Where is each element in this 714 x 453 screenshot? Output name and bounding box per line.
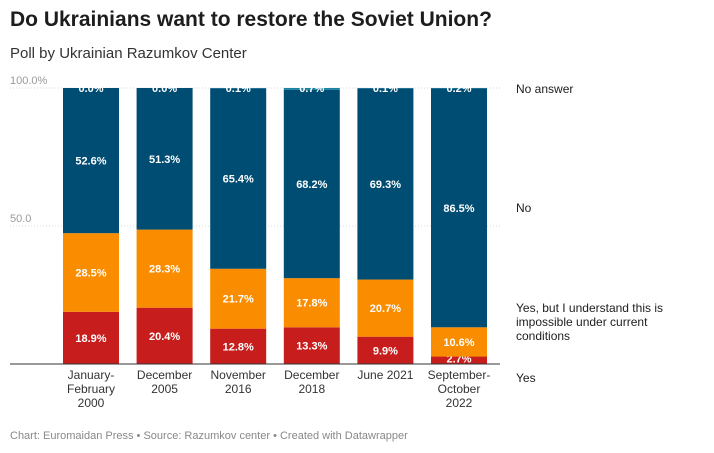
legend-label: No: [516, 201, 532, 215]
data-label: 0.7%: [299, 83, 324, 95]
x-tick-label: 2018: [298, 382, 325, 396]
data-label: 20.4%: [149, 331, 180, 343]
data-label: 0.1%: [373, 83, 398, 95]
x-tick-label: January-: [68, 368, 115, 382]
chart-subtitle: Poll by Ukrainian Razumkov Center: [10, 45, 247, 62]
x-tick-label: November: [211, 368, 266, 382]
bar-segment: [63, 233, 119, 312]
x-tick-label: June 2021: [357, 368, 413, 382]
bar-segment: [431, 88, 487, 328]
data-label: 51.3%: [149, 154, 180, 166]
data-label: 13.3%: [296, 341, 327, 353]
x-tick-label: October: [438, 382, 481, 396]
bar-segment: [431, 356, 487, 364]
data-label: 69.3%: [370, 179, 401, 191]
data-label: 0.0%: [78, 83, 103, 95]
bar-segment: [63, 311, 119, 364]
bar-segment: [283, 327, 340, 364]
x-tick-label: 2016: [225, 382, 252, 396]
data-label: 0.0%: [152, 83, 177, 95]
data-label: 12.8%: [223, 341, 254, 353]
chart-title: Do Ukrainians want to restore the Soviet…: [10, 8, 492, 31]
legend-label: Yes, but I understand this is: [516, 301, 663, 315]
data-label: 28.5%: [75, 268, 106, 280]
data-label: 20.7%: [370, 303, 401, 315]
data-label: 65.4%: [223, 174, 254, 186]
bar-segment: [283, 278, 340, 328]
bar-segment: [283, 88, 340, 90]
data-label: 10.6%: [443, 337, 474, 349]
bar-segment: [63, 88, 119, 234]
y-tick-label: 100.0%: [10, 75, 48, 87]
x-tick-label: 2000: [78, 396, 105, 410]
bar-segment: [210, 328, 267, 364]
data-label: 21.7%: [223, 294, 254, 306]
bar-segment: [431, 88, 487, 89]
bar-segment: [136, 88, 193, 230]
bar-segment: [431, 327, 487, 357]
bar-segment: [357, 88, 414, 280]
bar-segment: [210, 268, 267, 329]
legend-label: No answer: [516, 82, 573, 96]
bar-segment: [357, 336, 414, 364]
legend-label: conditions: [516, 329, 570, 343]
x-tick-label: December: [284, 368, 339, 382]
legend-label: Yes: [516, 371, 536, 385]
bar-segment: [136, 307, 193, 364]
y-tick-label: 50.0: [10, 213, 31, 225]
legend-label: impossible under current: [516, 315, 648, 329]
data-label: 52.6%: [75, 156, 106, 168]
data-label: 0.2%: [446, 83, 471, 95]
data-label: 18.9%: [75, 333, 106, 345]
data-label: 68.2%: [296, 179, 327, 191]
data-label: 17.8%: [296, 298, 327, 310]
data-label: 0.1%: [226, 83, 251, 95]
bar-segment: [357, 279, 414, 337]
chart-footer: Chart: Euromaidan Press • Source: Razumk…: [10, 430, 408, 442]
data-label: 86.5%: [443, 203, 474, 215]
bar-segment: [136, 229, 193, 308]
data-label: 28.3%: [149, 264, 180, 276]
data-label: 9.9%: [373, 345, 398, 357]
bar-segment: [283, 89, 340, 279]
x-tick-label: 2005: [151, 382, 178, 396]
x-tick-label: February: [67, 382, 115, 396]
bar-segment: [210, 88, 267, 269]
x-tick-label: September-: [428, 368, 491, 382]
x-tick-label: 2022: [446, 396, 473, 410]
x-tick-label: December: [137, 368, 192, 382]
